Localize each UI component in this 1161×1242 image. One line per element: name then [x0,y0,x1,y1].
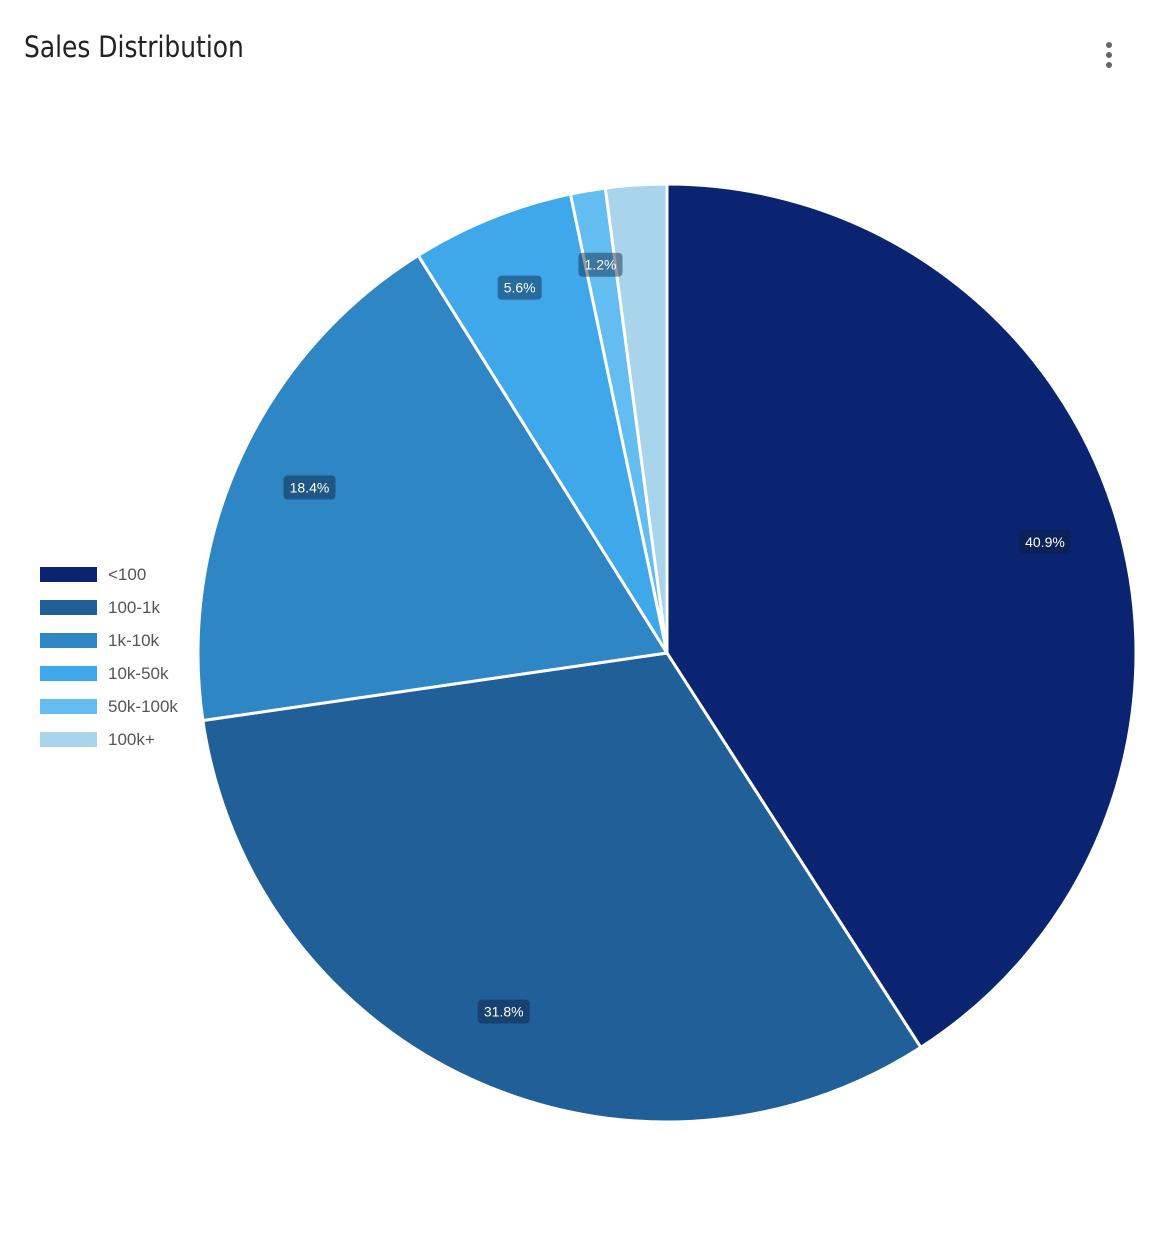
legend-item[interactable]: 100k+ [40,723,178,756]
slice-label-text: 18.4% [290,480,330,496]
slice-label-5: 1.2% [578,252,623,277]
legend-swatch [40,666,97,681]
pie-slice-3[interactable] [196,253,670,723]
legend-label: 100k+ [108,729,155,749]
slice-label-2: 31.8% [477,999,530,1024]
chart-legend: <100 100-1k 1k-10k 10k-50k 50k-100k 100k+ [40,558,178,756]
pie-slice-4[interactable] [416,192,669,654]
pie-slice-1[interactable] [665,182,1138,1050]
pie-slice-6[interactable] [603,182,669,654]
legend-swatch [40,699,97,714]
menu-dot [1106,42,1112,48]
menu-dot [1106,62,1112,68]
legend-swatch [40,633,97,648]
legend-swatch [40,567,97,582]
legend-label: 10k-50k [108,663,169,683]
menu-dot [1106,52,1112,58]
slice-label-text: 1.2% [585,257,617,273]
slice-label-text: 31.8% [484,1004,524,1020]
legend-item[interactable]: 50k-100k [40,690,178,723]
legend-item[interactable]: <100 [40,558,178,591]
chart-title: Sales Distribution [24,30,244,64]
slice-label-1: 40.9% [1018,529,1071,554]
legend-item[interactable]: 10k-50k [40,657,178,690]
legend-swatch [40,732,97,747]
slice-label-bg [578,252,623,277]
slice-label-bg [1018,529,1071,554]
slice-label-bg [283,475,336,500]
slice-label-3: 18.4% [283,475,336,500]
legend-label: <100 [108,564,147,584]
legend-label: 1k-10k [108,630,160,650]
legend-label: 50k-100k [108,696,178,716]
more-vert-icon[interactable] [1094,38,1124,72]
slice-label-bg [497,275,542,300]
legend-item[interactable]: 100-1k [40,591,178,624]
legend-item[interactable]: 1k-10k [40,624,178,657]
pie-slice-2[interactable] [201,651,923,1124]
slice-label-4: 5.6% [497,275,542,300]
legend-swatch [40,600,97,615]
slice-label-text: 40.9% [1025,534,1065,550]
slice-label-bg [477,999,530,1024]
slice-label-text: 5.6% [504,280,536,296]
legend-label: 100-1k [108,597,160,617]
